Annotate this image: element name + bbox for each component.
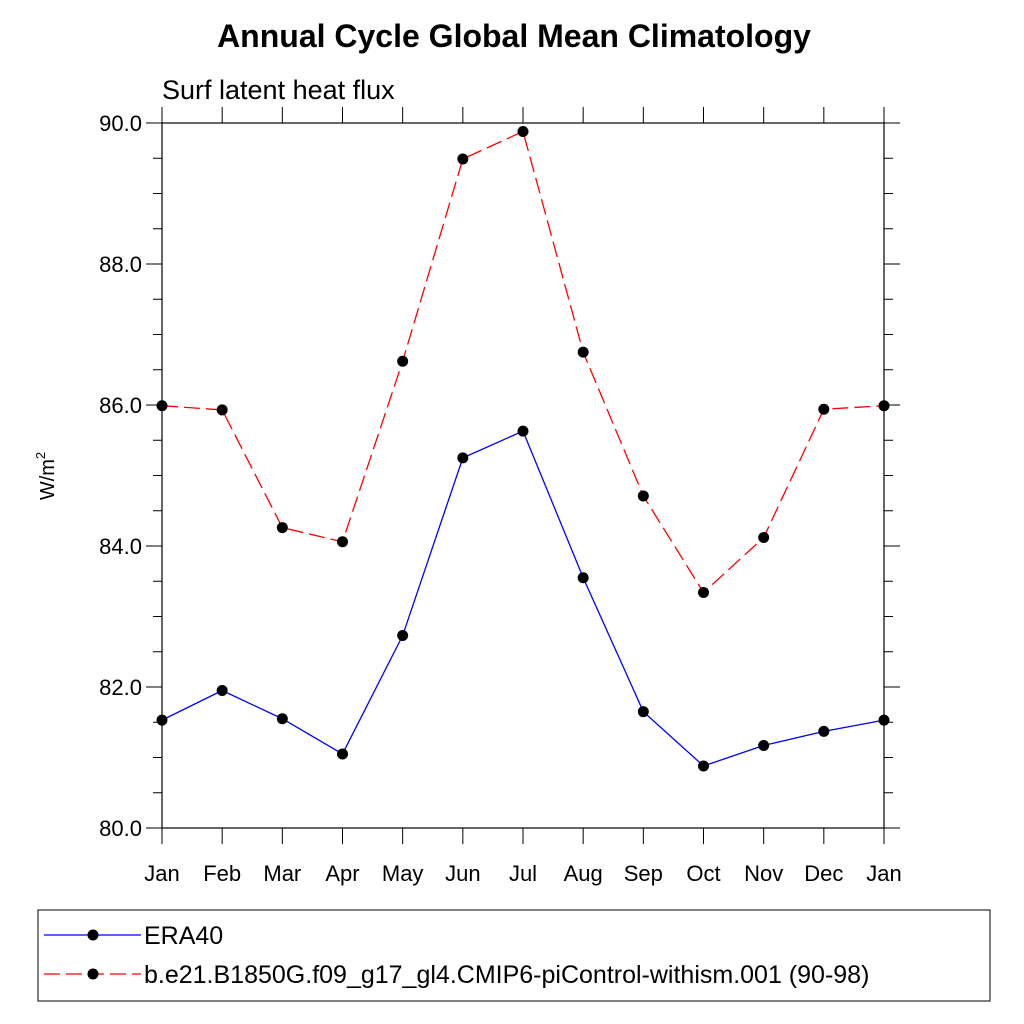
series-2-point <box>276 522 288 534</box>
series-markers <box>156 125 890 772</box>
series-1-point <box>216 685 228 697</box>
legend: ERA40 b.e21.B1850G.f09_g17_gl4.CMIP6-piCo… <box>44 922 869 989</box>
x-tick-label: Apr <box>325 861 359 886</box>
legend-marker-1 <box>87 929 99 941</box>
x-tick-label: Dec <box>804 861 843 886</box>
legend-marker-2 <box>87 968 99 980</box>
series-line-1 <box>161 430 885 767</box>
series-1-point <box>637 706 649 718</box>
x-tick-label: Sep <box>624 861 663 886</box>
y-tick-label: 82.0 <box>99 675 142 700</box>
series-1-point <box>818 725 830 737</box>
plot-frame <box>161 122 885 829</box>
series-1-point <box>878 714 890 726</box>
y-axis-label: W/m2 <box>33 452 59 500</box>
x-tick-label: Nov <box>744 861 783 886</box>
y-tick-label: 90.0 <box>99 111 142 136</box>
series-2-point <box>878 400 890 412</box>
x-tick-label: Aug <box>564 861 603 886</box>
y-tick-label: 88.0 <box>99 252 142 277</box>
axis-tick-labels: 80.0 82.0 84.0 86.0 88.0 90.0 Jan Feb Mar Apr May J… <box>99 111 902 886</box>
x-tick-label: Jan <box>866 861 901 886</box>
series-2-point <box>337 536 348 548</box>
y-axis-label-exponent: 2 <box>33 452 48 459</box>
x-tick-label: Mar <box>263 861 301 886</box>
legend-label-2: b.e21.B1850G.f09_g17_gl4.CMIP6-piControl… <box>144 961 869 989</box>
axis-ticks <box>146 107 900 844</box>
series-2-point <box>397 355 409 367</box>
series-1-point <box>156 714 168 726</box>
series-1-point <box>397 630 409 642</box>
series-1-point <box>276 713 288 725</box>
series-1-point <box>577 572 589 584</box>
x-tick-label: Jan <box>144 861 179 886</box>
chart-title: Annual Cycle Global Mean Climatology <box>217 18 811 54</box>
x-tick-label: Feb <box>203 861 241 886</box>
series-lines <box>161 130 885 767</box>
legend-box <box>37 909 991 1002</box>
series-2-point <box>818 403 830 415</box>
series-2-point <box>156 400 168 412</box>
series-1-point <box>337 748 348 760</box>
legend-label-1: ERA40 <box>144 922 223 950</box>
series-line-2 <box>161 130 885 594</box>
series-1-point <box>517 425 529 437</box>
series-2-point <box>577 346 589 358</box>
x-tick-label: May <box>382 861 424 886</box>
series-1-point <box>698 760 709 772</box>
x-tick-label: Oct <box>686 861 720 886</box>
y-axis-label-unit: W/m <box>37 459 59 500</box>
series-2-point <box>517 125 529 137</box>
series-2-point <box>457 153 469 165</box>
series-1-point <box>758 740 770 752</box>
y-tick-label: 84.0 <box>99 534 142 559</box>
series-1-point <box>457 452 469 464</box>
x-tick-label: Jun <box>445 861 480 886</box>
x-tick-label: Jul <box>509 861 537 886</box>
series-2-point <box>216 404 228 416</box>
series-2-point <box>758 532 770 544</box>
y-tick-label: 86.0 <box>99 393 142 418</box>
chart-subtitle: Surf latent heat flux <box>162 75 395 105</box>
series-2-point <box>637 490 649 502</box>
series-2-point <box>698 587 709 599</box>
y-tick-label: 80.0 <box>99 816 142 841</box>
